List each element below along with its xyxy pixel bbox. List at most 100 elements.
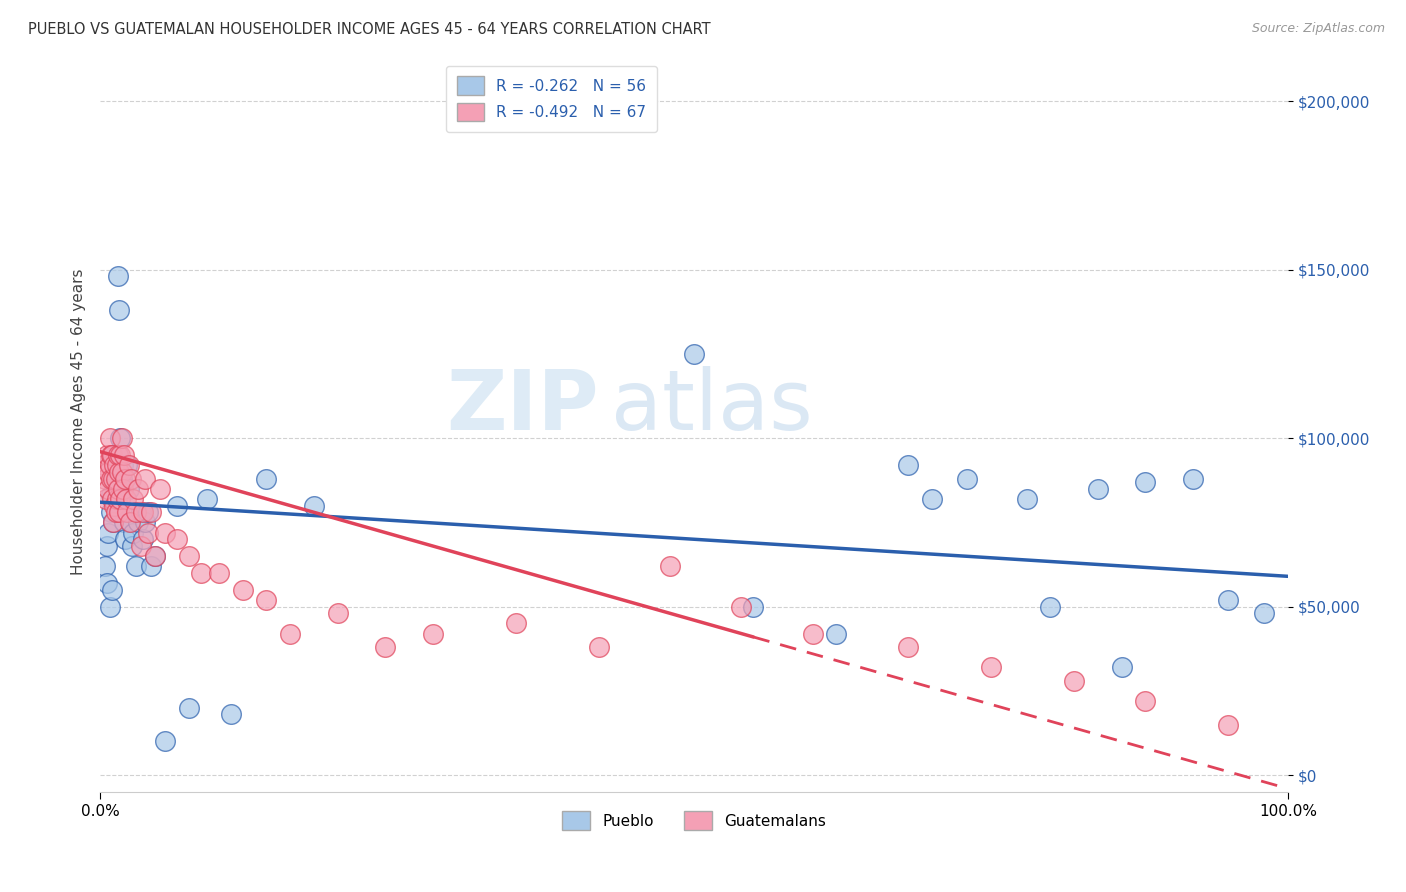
Point <box>96 576 118 591</box>
Point <box>155 525 177 540</box>
Point <box>101 491 124 506</box>
Point <box>127 482 149 496</box>
Point <box>219 707 242 722</box>
Point <box>141 559 163 574</box>
Point <box>105 458 128 472</box>
Point <box>94 472 117 486</box>
Point <box>1111 660 1133 674</box>
Point <box>125 559 148 574</box>
Text: atlas: atlas <box>610 366 813 447</box>
Point <box>588 640 610 654</box>
Point <box>103 458 125 472</box>
Point <box>148 482 170 496</box>
Point <box>129 505 152 519</box>
Point <box>103 499 125 513</box>
Point <box>107 448 129 462</box>
Point <box>110 472 132 486</box>
Point <box>110 431 132 445</box>
Point <box>179 549 201 563</box>
Point <box>134 516 156 530</box>
Point <box>115 505 138 519</box>
Point <box>94 491 117 506</box>
Point <box>98 599 121 614</box>
Point <box>505 616 527 631</box>
Point <box>683 347 706 361</box>
Point <box>195 491 218 506</box>
Point <box>326 607 349 621</box>
Point <box>730 599 752 614</box>
Point <box>132 505 155 519</box>
Y-axis label: Householder Income Ages 45 - 64 years: Householder Income Ages 45 - 64 years <box>72 268 86 574</box>
Point <box>103 472 125 486</box>
Point <box>105 458 128 472</box>
Point <box>278 626 301 640</box>
Point <box>136 505 159 519</box>
Point <box>302 499 325 513</box>
Point <box>107 482 129 496</box>
Point <box>96 448 118 462</box>
Point <box>108 505 131 519</box>
Point <box>1015 491 1038 506</box>
Point <box>121 539 143 553</box>
Point <box>1181 472 1204 486</box>
Point <box>118 516 141 530</box>
Point <box>111 458 134 472</box>
Point <box>254 472 277 486</box>
Point <box>1253 607 1275 621</box>
Point <box>112 448 135 462</box>
Point <box>107 269 129 284</box>
Point <box>104 472 127 486</box>
Point <box>104 505 127 519</box>
Point <box>141 505 163 519</box>
Point <box>112 516 135 530</box>
Point <box>117 458 139 472</box>
Point <box>742 599 765 614</box>
Point <box>190 566 212 580</box>
Point <box>980 660 1002 674</box>
Point <box>155 734 177 748</box>
Text: ZIP: ZIP <box>447 366 599 447</box>
Point <box>111 482 134 496</box>
Text: Source: ZipAtlas.com: Source: ZipAtlas.com <box>1251 22 1385 36</box>
Point <box>100 472 122 486</box>
Point <box>103 472 125 486</box>
Point <box>825 626 848 640</box>
Point <box>114 472 136 486</box>
Point <box>254 593 277 607</box>
Point <box>110 431 132 445</box>
Point <box>100 505 122 519</box>
Point <box>1039 599 1062 614</box>
Point <box>134 472 156 486</box>
Point <box>1218 717 1240 731</box>
Point <box>136 525 159 540</box>
Point <box>422 626 444 640</box>
Point <box>127 516 149 530</box>
Point <box>107 448 129 462</box>
Point <box>132 533 155 547</box>
Point <box>101 582 124 597</box>
Point <box>801 626 824 640</box>
Point <box>232 582 254 597</box>
Point <box>110 491 132 506</box>
Point <box>117 458 139 472</box>
Point <box>120 472 142 486</box>
Point <box>125 505 148 519</box>
Point <box>108 303 131 318</box>
Point <box>921 491 943 506</box>
Point <box>98 431 121 445</box>
Point <box>1087 482 1109 496</box>
Point <box>1135 694 1157 708</box>
Point <box>97 525 120 540</box>
Point <box>166 533 188 547</box>
Point <box>108 465 131 479</box>
Point <box>100 488 122 502</box>
Point <box>110 465 132 479</box>
Point <box>1218 593 1240 607</box>
Point <box>179 700 201 714</box>
Point <box>97 482 120 496</box>
Point <box>122 491 145 506</box>
Point <box>103 516 125 530</box>
Point <box>166 499 188 513</box>
Point <box>129 539 152 553</box>
Point <box>110 448 132 462</box>
